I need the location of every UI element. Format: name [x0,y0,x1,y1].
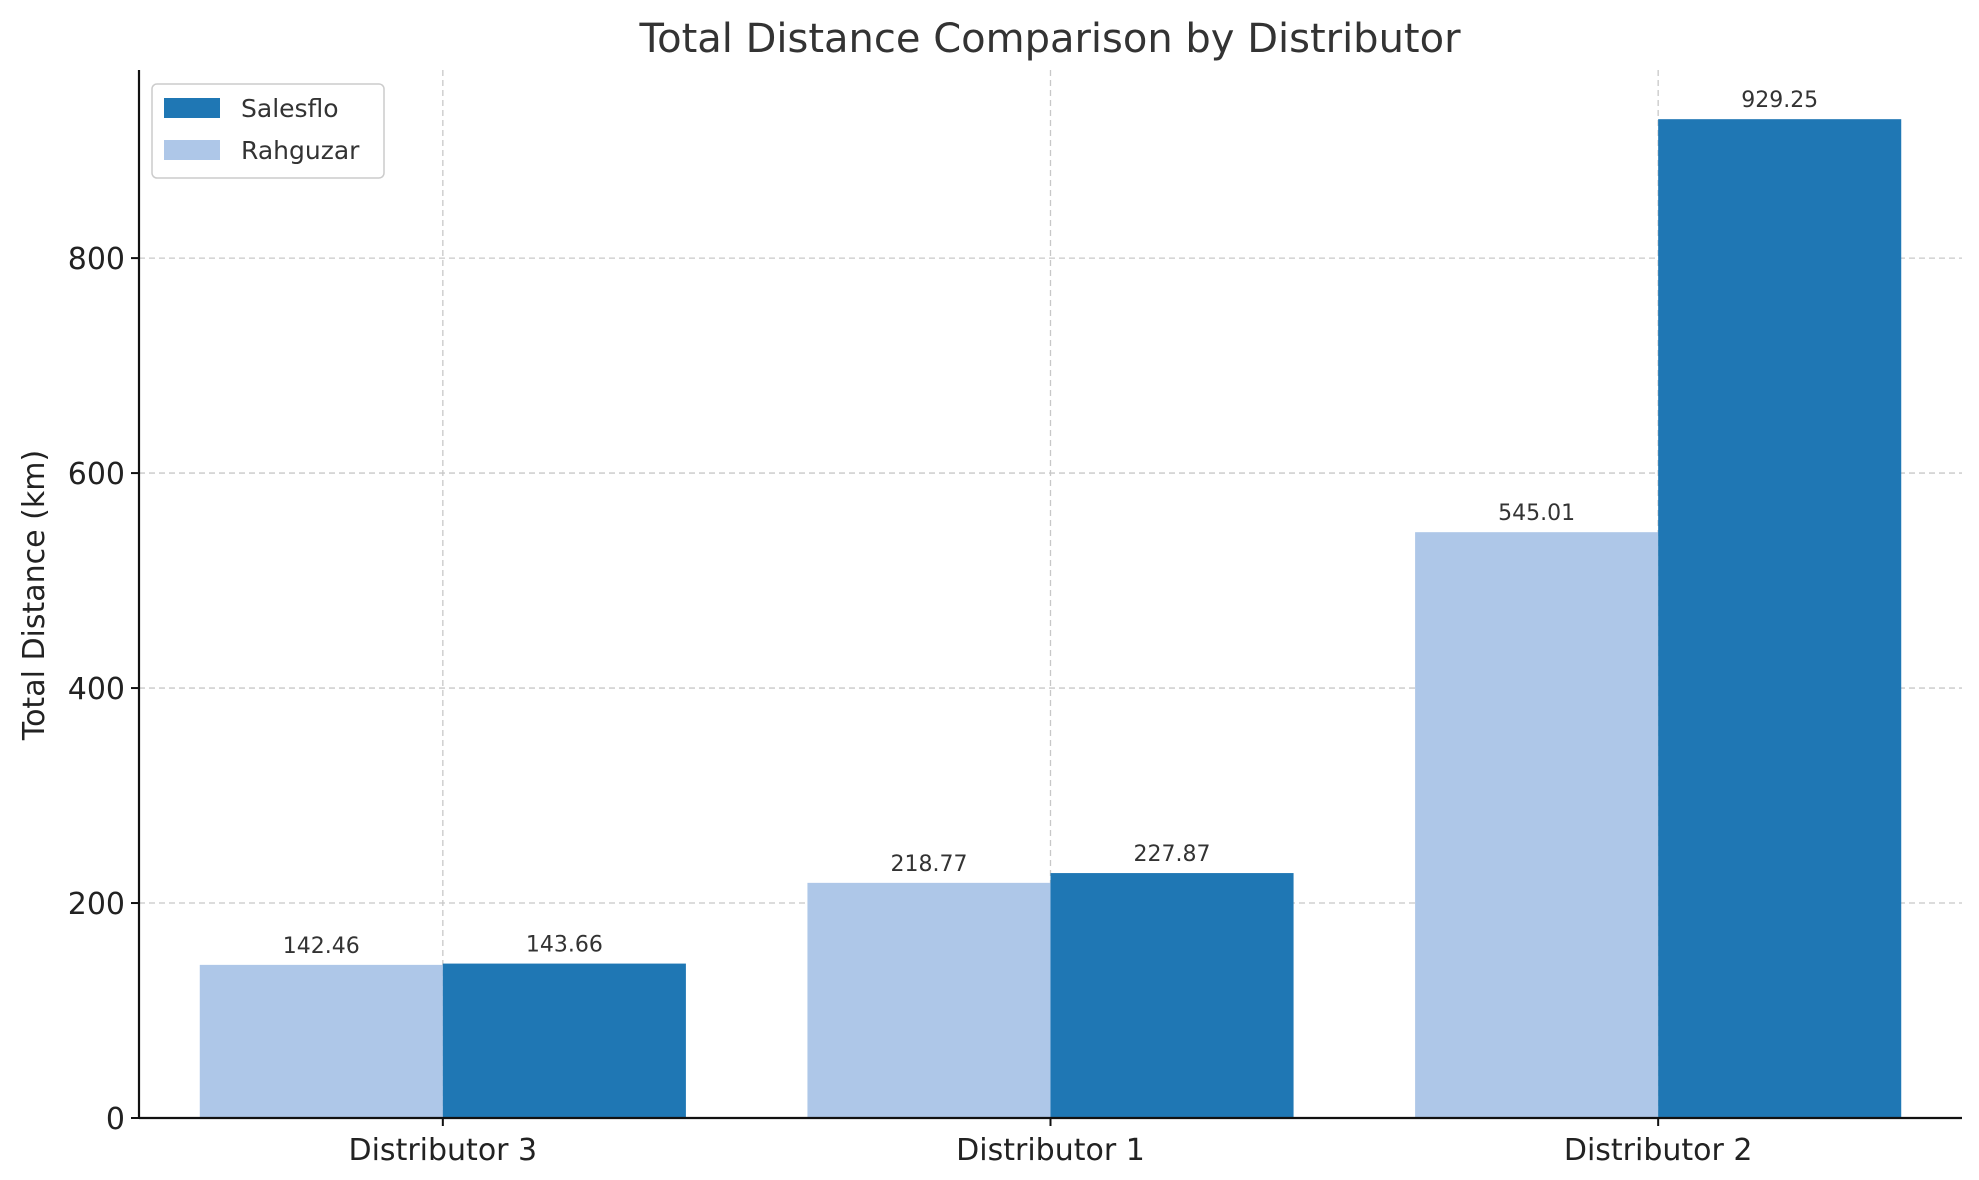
bars [199,119,1902,1118]
bar-value-label: 545.01 [1498,501,1575,526]
y-tick-label: 800 [68,242,125,277]
bar [1050,873,1294,1118]
bar [807,882,1051,1118]
bar-value-label: 142.46 [283,934,360,959]
data-labels: 142.46 218.77 545.01 143.66 227.87 929.25 [283,88,1818,959]
bar-value-label: 218.77 [890,852,967,877]
bar [199,964,443,1118]
bar [1658,119,1902,1118]
y-tick-label: 400 [68,672,125,707]
y-tick-label: 0 [106,1102,125,1137]
bar-value-label: 143.66 [526,933,603,958]
x-tick-label: Distributor 2 [1564,1133,1753,1168]
legend-swatch [164,98,220,118]
legend: Salesflo Rahguzar [151,83,385,179]
y-tick-label: 200 [68,887,125,922]
legend-label: Rahguzar [241,136,360,165]
bar [442,963,686,1118]
legend-label: Salesflo [241,94,339,123]
x-tick-label: Distributor 3 [349,1133,538,1168]
legend-swatch [164,140,220,160]
bar-value-label: 227.87 [1134,842,1211,867]
chart-title: Total Distance Comparison by Distributor [638,16,1461,62]
y-tick-label: 600 [68,457,125,492]
tick-labels: 0 200 400 600 800 Distributor 3 Distributor 1 D… [68,242,1753,1168]
y-axis-label: Total Distance (km) [17,450,52,741]
bar [1415,532,1659,1118]
x-tick-label: Distributor 1 [956,1133,1145,1168]
bar-value-label: 929.25 [1741,88,1818,113]
